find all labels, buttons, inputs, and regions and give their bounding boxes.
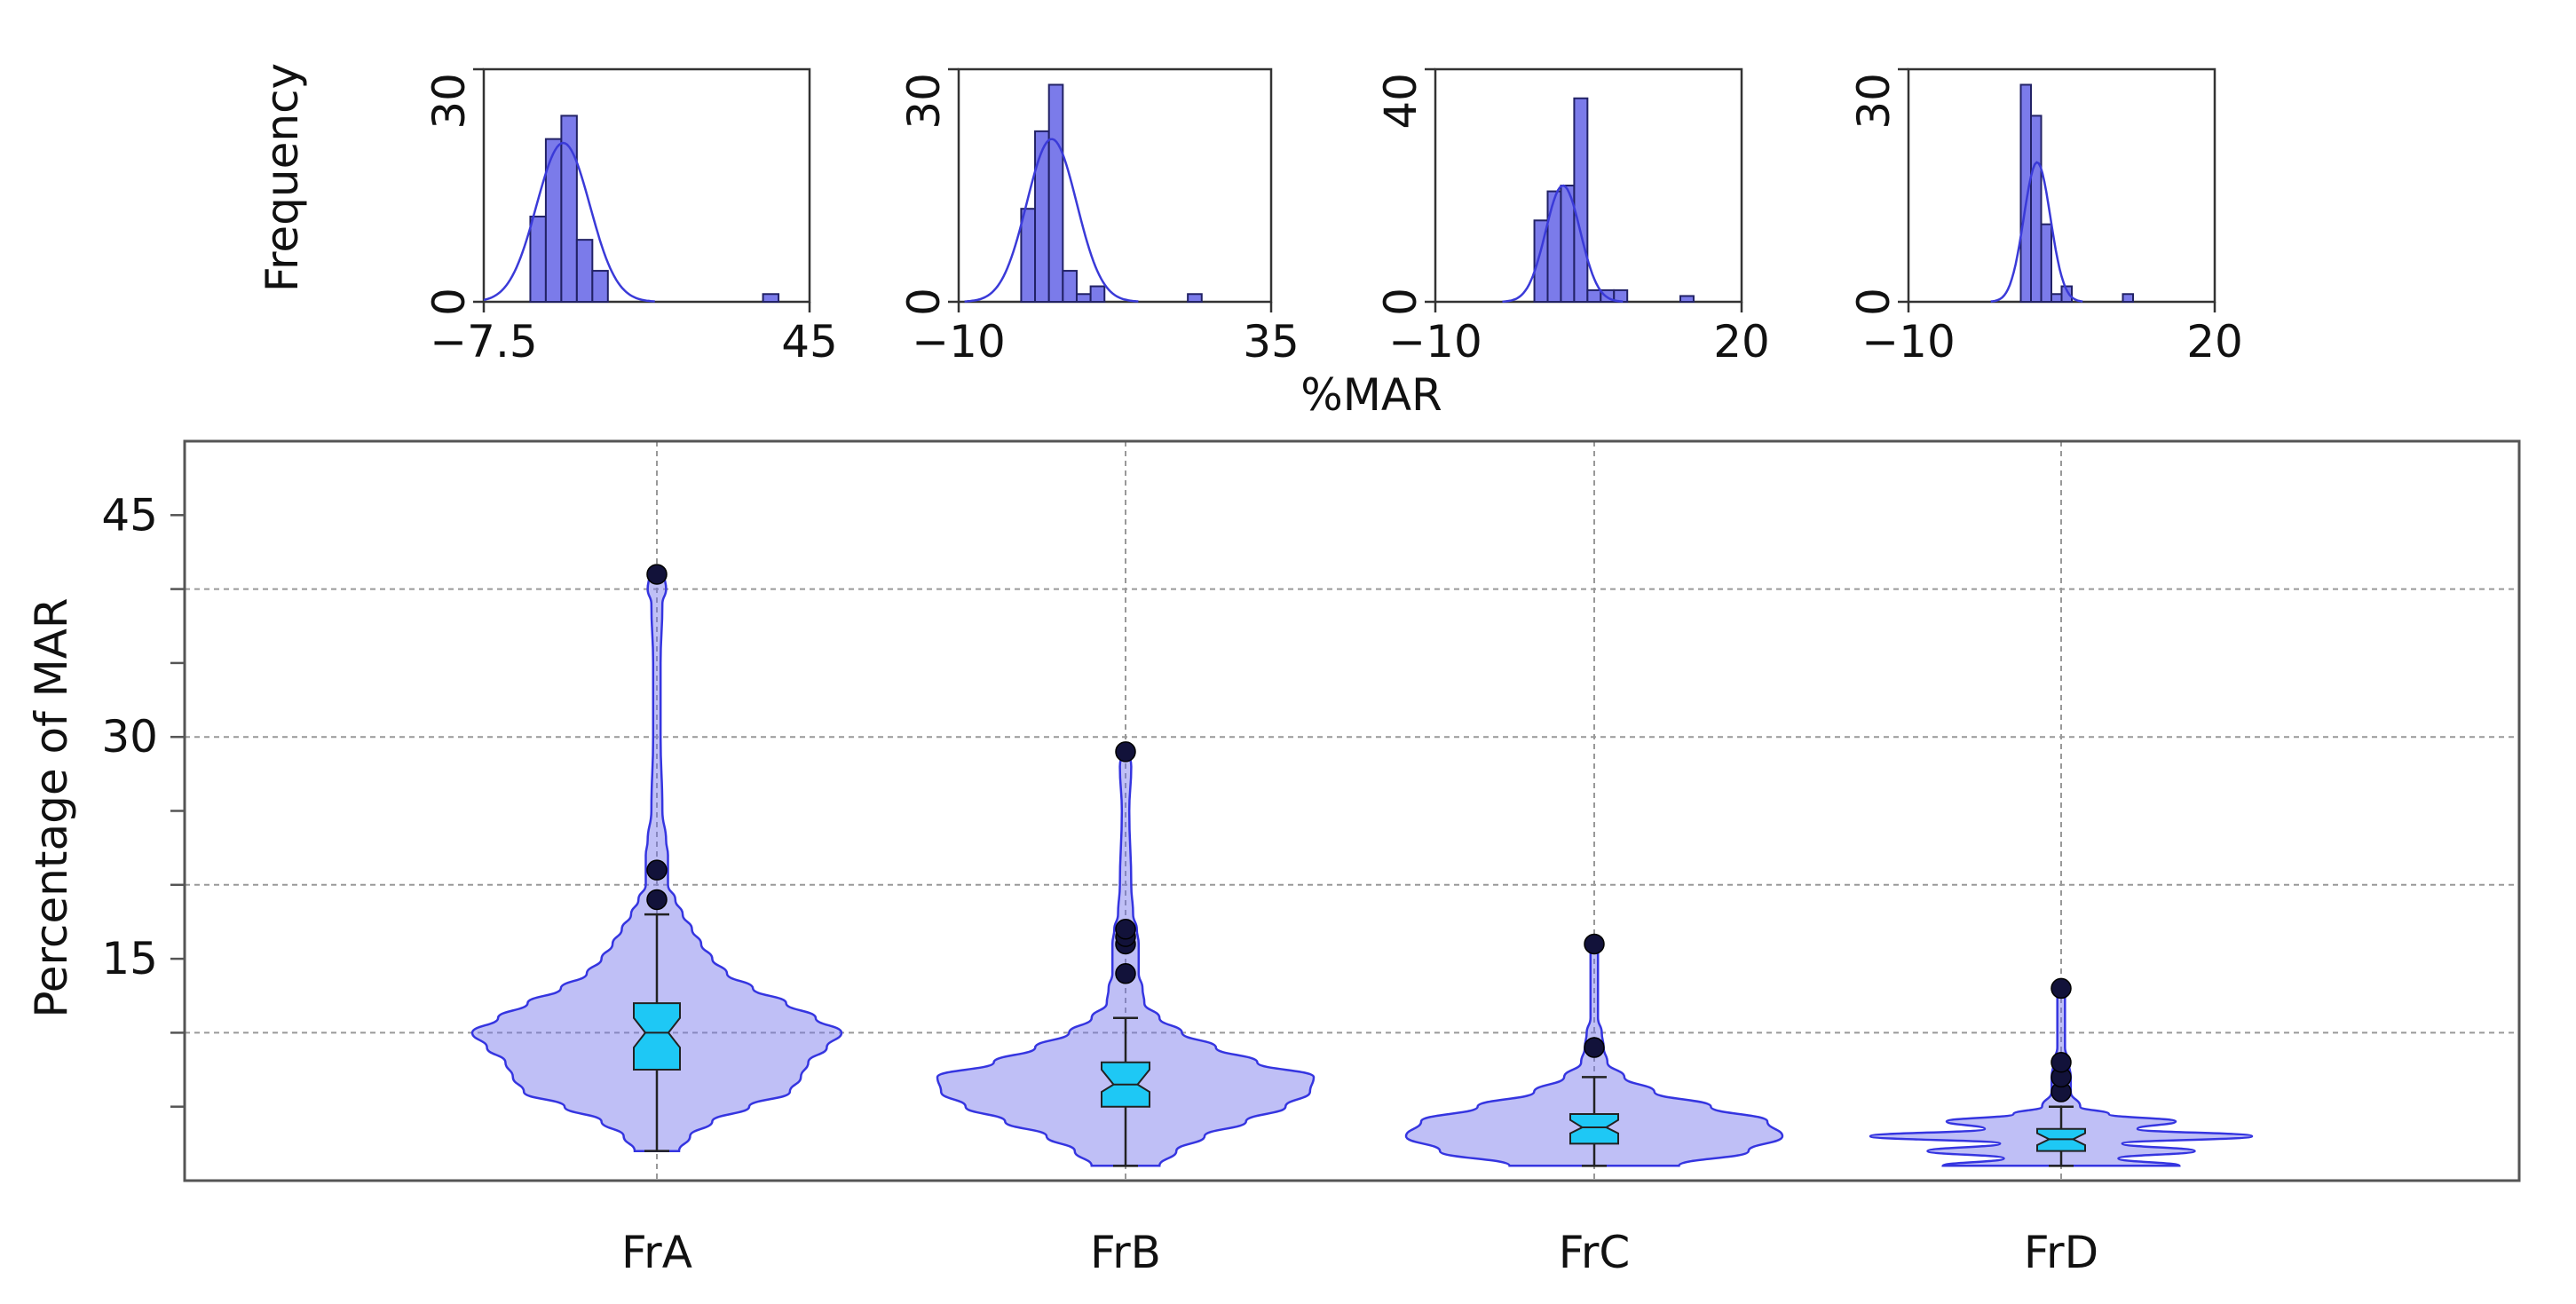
- histogram-bar: [2019, 83, 2032, 304]
- histogram-bar: [575, 239, 594, 303]
- y-tick-label: 0: [898, 288, 950, 316]
- histogram-bar: [1047, 83, 1064, 304]
- x-tick-label: −7.5: [430, 316, 537, 367]
- y-tick-label: 0: [423, 288, 475, 316]
- outlier-point: [1115, 741, 1136, 763]
- category-label-FrC: FrC: [1559, 1227, 1631, 1278]
- normal-fit-curve: [1502, 184, 1624, 303]
- histogram-FrB: −10 35 0 30: [898, 67, 1300, 367]
- outlier-point: [646, 859, 668, 881]
- histogram-bar: [2060, 285, 2073, 303]
- histogram-bar: [529, 215, 547, 303]
- violin-FrC: [1404, 933, 1784, 1167]
- y-tick-label: 0: [1848, 288, 1900, 316]
- x-tick-label: −10: [1388, 316, 1482, 367]
- histogram-bar: [1573, 97, 1589, 303]
- normal-fit-curve: [1990, 161, 2083, 303]
- y-tick-label: 30: [101, 711, 158, 763]
- histogram-bar: [2030, 115, 2043, 303]
- histogram-bar: [591, 270, 609, 304]
- violin-FrB: [936, 741, 1316, 1167]
- category-label-FrD: FrD: [2024, 1227, 2098, 1278]
- violin-FrA: [470, 564, 843, 1152]
- x-tick-label: −10: [912, 316, 1006, 367]
- outlier-point: [646, 889, 668, 911]
- violin-panel: 15 30 45 FrA FrB FrC FrD: [101, 439, 2521, 1278]
- y-tick-label: 40: [1375, 73, 1426, 130]
- histogram-bar: [1020, 208, 1037, 303]
- histogram-bar: [2040, 223, 2052, 304]
- outlier-point: [2051, 1051, 2072, 1073]
- y-tick-label: 0: [1375, 288, 1426, 316]
- x-tick-label: 20: [2186, 316, 2243, 367]
- histogram-bar: [2051, 293, 2063, 303]
- hist-y-axis-title: Frequency: [257, 63, 308, 292]
- histogram-frame: [482, 67, 811, 304]
- outlier-point: [1584, 933, 1605, 955]
- category-label-FrB: FrB: [1090, 1227, 1161, 1278]
- histogram-bar: [1062, 270, 1078, 304]
- histogram-bar: [1679, 295, 1695, 304]
- histogram-bar: [2122, 293, 2134, 303]
- histogram-bar: [560, 115, 578, 303]
- histogram-bar: [1034, 130, 1050, 303]
- category-label-FrA: FrA: [621, 1227, 692, 1278]
- x-tick-label: −10: [1861, 316, 1956, 367]
- hist-x-axis-title: %MAR: [1300, 369, 1442, 421]
- y-tick-label: 30: [1848, 73, 1900, 130]
- x-tick-label: 45: [781, 316, 838, 367]
- histogram-panels: −7.5 45 0 30 −10 35 0 30 −10 20 0 40 −10 20 0 30: [423, 67, 2243, 367]
- outlier-point: [1584, 1037, 1605, 1058]
- histogram-bar: [1089, 285, 1106, 303]
- histogram-frame: [1907, 67, 2216, 304]
- y-tick-label: 45: [101, 489, 158, 541]
- histogram-bar: [1075, 293, 1092, 303]
- histogram-frame: [957, 67, 1273, 304]
- y-tick-label: 30: [423, 73, 475, 130]
- histogram-bar: [1187, 293, 1203, 303]
- x-tick-label: 20: [1713, 316, 1770, 367]
- outlier-point: [1115, 963, 1136, 984]
- histogram-bar: [1546, 190, 1562, 303]
- normal-fit-curve: [483, 141, 655, 303]
- histogram-frame: [1434, 67, 1743, 304]
- notched-box: [633, 1002, 681, 1071]
- y-tick-label: 30: [898, 73, 950, 130]
- outlier-point: [646, 564, 668, 585]
- y-tick-label: 15: [101, 933, 158, 984]
- outlier-point: [2051, 977, 2072, 1000]
- x-tick-label: 35: [1243, 316, 1300, 367]
- histogram-FrA: −7.5 45 0 30: [423, 67, 838, 367]
- histogram-bar: [1586, 288, 1602, 303]
- violin-FrD: [1869, 977, 2254, 1167]
- outlier-point: [1115, 919, 1136, 940]
- violin-y-axis-title: Percentage of MAR: [26, 597, 77, 1017]
- histogram-bar: [762, 293, 780, 303]
- histogram-FrD: −10 20 0 30: [1848, 67, 2243, 367]
- normal-fit-curve: [964, 138, 1139, 303]
- notched-box: [1569, 1113, 1619, 1145]
- histogram-FrC: −10 20 0 40: [1375, 67, 1770, 367]
